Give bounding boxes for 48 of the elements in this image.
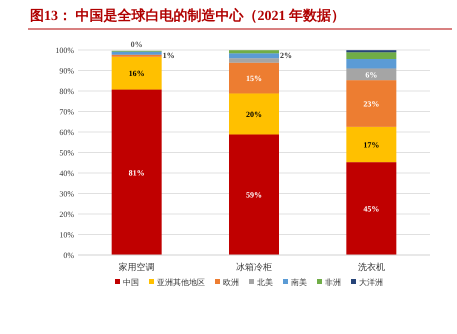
- data-label: 0%: [130, 40, 143, 49]
- bar: [229, 53, 279, 58]
- bar: [346, 126, 396, 162]
- bar: [112, 56, 162, 90]
- bar: [346, 162, 396, 255]
- y-tick-label: 0%: [63, 251, 74, 260]
- bar: [229, 93, 279, 134]
- bar: [346, 59, 396, 68]
- data-label: 81%: [128, 168, 145, 178]
- data-label: 23%: [363, 100, 380, 109]
- y-tick-label: 60%: [59, 128, 74, 137]
- bar: [346, 68, 396, 80]
- data-label: 1%: [162, 51, 175, 60]
- bar: [229, 62, 279, 94]
- legend-label: 南美: [291, 278, 307, 287]
- legend-label: 欧洲: [223, 278, 239, 287]
- data-label: 45%: [363, 204, 380, 214]
- bar: [346, 80, 396, 127]
- data-label: 15%: [246, 74, 262, 84]
- y-tick-label: 100%: [55, 46, 74, 55]
- x-tick-label: 家用空调: [118, 262, 155, 272]
- legend-label: 大洋洲: [359, 278, 383, 287]
- legend-label: 非洲: [325, 278, 341, 287]
- data-label: 59%: [246, 190, 262, 200]
- y-tick-label: 50%: [59, 148, 74, 158]
- x-tick-label: 洗衣机: [358, 262, 385, 272]
- y-tick-label: 30%: [59, 190, 74, 198]
- bar: [229, 50, 279, 54]
- legend-label: 亚洲其他地区: [157, 278, 205, 287]
- y-tick-label: 80%: [59, 87, 74, 96]
- y-tick-label: 20%: [59, 210, 74, 219]
- bar: [229, 134, 279, 255]
- legend-label: 北美: [257, 278, 273, 287]
- data-label: 16%: [128, 69, 145, 78]
- chart-title: 图13： 中国是全球白电的制造中心（2021 年数据）: [30, 7, 345, 24]
- bar: [112, 52, 162, 55]
- legend-label: 中国: [123, 278, 139, 287]
- data-label: 2%: [280, 51, 292, 60]
- y-tick-label: 40%: [59, 169, 74, 178]
- data-label: 6%: [365, 70, 378, 80]
- y-tick-label: 10%: [59, 230, 74, 240]
- x-tick-label: 冰箱冷柜: [236, 262, 272, 272]
- data-label: 17%: [363, 140, 380, 150]
- bar: [112, 90, 162, 255]
- y-tick-label: 90%: [59, 66, 74, 76]
- data-label: 20%: [246, 110, 262, 119]
- y-tick-label: 70%: [59, 108, 74, 116]
- bar: [229, 58, 279, 63]
